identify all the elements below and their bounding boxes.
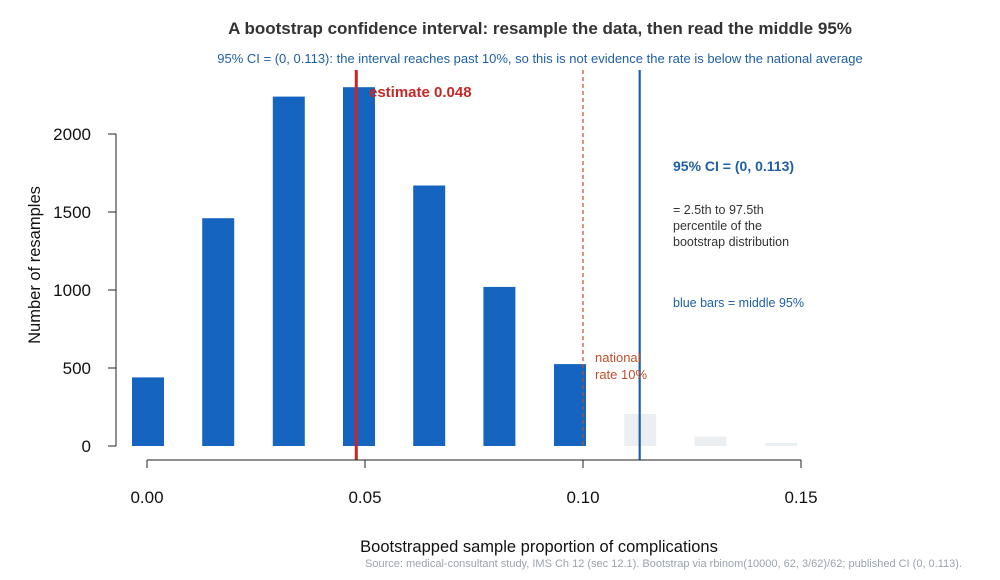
x-tick-label: 0.00 [130, 488, 163, 507]
y-tick-label: 0 [82, 437, 91, 456]
national-rate-label: national rate 10% [595, 350, 647, 382]
y-tick-label: 500 [63, 359, 91, 378]
y-tick-label: 2000 [53, 125, 91, 144]
ci-explanation-line3: bootstrap distribution [673, 235, 789, 249]
estimate-label: estimate 0.048 [369, 84, 472, 101]
reference-lines [354, 70, 641, 460]
ci-explanation-line1: = 2.5th to 97.5th [673, 203, 764, 217]
national-rate-label-line1: national [595, 350, 641, 365]
bars-group [132, 87, 798, 446]
y-axis-label: Number of resamples [26, 186, 44, 344]
x-tick-label: 0.10 [566, 488, 599, 507]
axes: 0 500 1000 1500 2000 0.00 0.05 0.10 0.15 [53, 125, 817, 507]
histogram-bar-in-ci [132, 377, 164, 446]
national-rate-label-line2: rate 10% [595, 367, 647, 382]
x-tick-label: 0.05 [348, 488, 381, 507]
ci-explanation: = 2.5th to 97.5th percentile of the boot… [673, 203, 789, 249]
x-tick-label: 0.15 [784, 488, 817, 507]
histogram-bar-in-ci [413, 185, 446, 446]
histogram-bar-in-ci [272, 96, 305, 446]
histogram-bar-in-ci [343, 87, 375, 446]
ci-heading: 95% CI = (0, 0.113) [673, 158, 794, 174]
y-tick-label: 1500 [53, 203, 91, 222]
x-axis-label: Bootstrapped sample proportion of compli… [360, 538, 718, 556]
ci-explanation-line2: percentile of the [673, 219, 762, 233]
chart-subtitle: 95% CI = (0, 0.113): the interval reache… [217, 51, 862, 66]
source-note: Source: medical-consultant study, IMS Ch… [365, 558, 962, 570]
histogram-bar-in-ci [483, 286, 516, 446]
histogram-bar-outside-ci [765, 442, 798, 446]
chart-title: A bootstrap confidence interval: resampl… [228, 19, 852, 38]
y-tick-label: 1000 [53, 281, 91, 300]
histogram-bar-in-ci [202, 218, 235, 446]
histogram-bar-in-ci [554, 364, 586, 446]
blue-bars-note: blue bars = middle 95% [673, 296, 804, 310]
histogram-bar-outside-ci [694, 436, 727, 446]
